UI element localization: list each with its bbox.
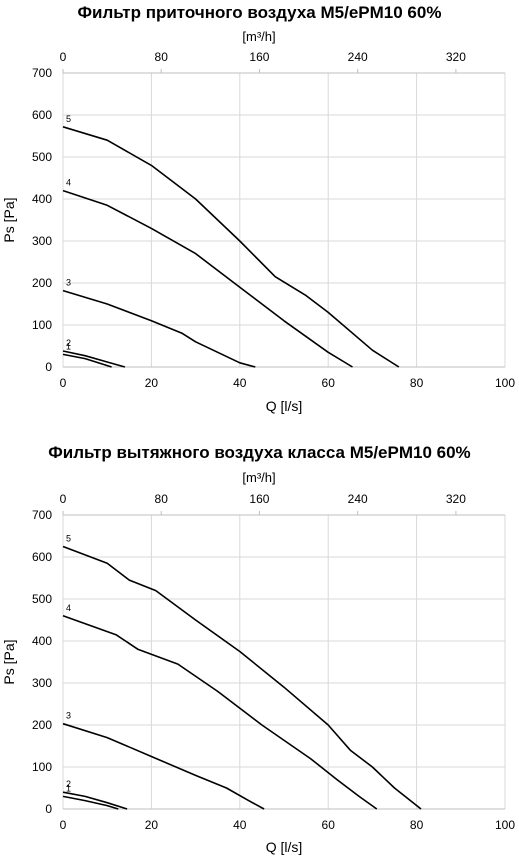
y-tick-label: 600 — [32, 108, 52, 122]
chart-title-supply: Фильтр приточного воздуха M5/ePM10 60% — [77, 3, 442, 22]
x2-tick-label: 320 — [446, 492, 466, 506]
y-tick-label: 0 — [45, 360, 52, 374]
curve-1 — [62, 353, 112, 368]
curve-3 — [62, 722, 265, 810]
y-tick-label: 500 — [32, 150, 52, 164]
curve-label-4: 4 — [66, 178, 71, 188]
x2-tick-label: 0 — [60, 492, 67, 506]
x-tick-label: 0 — [60, 818, 67, 832]
x-tick-label: 40 — [233, 818, 247, 832]
curve-4 — [62, 189, 353, 368]
x-tick-label: 20 — [145, 376, 159, 390]
curve-2 — [62, 350, 126, 368]
y-tick-label: 300 — [32, 676, 52, 690]
x-tick-label: 60 — [322, 818, 336, 832]
curve-label-5: 5 — [66, 114, 71, 124]
curve-1 — [62, 795, 119, 810]
x-tick-label: 60 — [322, 376, 336, 390]
y-tick-label: 200 — [32, 718, 52, 732]
curve-label-5: 5 — [66, 534, 71, 544]
curve-2 — [62, 791, 128, 810]
y-tick-label: 0 — [45, 802, 52, 816]
curve-5 — [62, 545, 422, 810]
y-tick-label: 400 — [32, 192, 52, 206]
y-tick-label: 400 — [32, 634, 52, 648]
curve-5 — [62, 126, 400, 368]
y-tick-label: 300 — [32, 234, 52, 248]
x2-tick-label: 320 — [446, 50, 466, 64]
curve-label-1: 1 — [66, 341, 71, 351]
x2-tick-label: 80 — [155, 492, 169, 506]
y-tick-label: 100 — [32, 760, 52, 774]
x2-tick-label: 240 — [348, 492, 368, 506]
x2-axis-label: [m³/h] — [242, 470, 275, 485]
curve-4 — [62, 615, 378, 810]
y-tick-label: 500 — [32, 592, 52, 606]
y-axis-label: Ps [Pa] — [1, 197, 17, 242]
curve-label-1: 1 — [66, 783, 71, 793]
x2-tick-label: 240 — [348, 50, 368, 64]
chart-title-exhaust: Фильтр вытяжного воздуха класса M5/ePM10… — [48, 443, 471, 462]
curve-label-3: 3 — [66, 278, 71, 288]
x-tick-label: 40 — [233, 376, 247, 390]
y-tick-label: 200 — [32, 276, 52, 290]
x-tick-label: 100 — [495, 376, 515, 390]
y-tick-label: 700 — [32, 508, 52, 522]
x2-tick-label: 160 — [249, 492, 269, 506]
y-tick-label: 600 — [32, 550, 52, 564]
y-axis-label: Ps [Pa] — [1, 639, 17, 684]
curve-label-4: 4 — [66, 603, 71, 613]
x-axis-label: Q [l/s] — [266, 839, 303, 855]
x-tick-label: 100 — [495, 818, 515, 832]
x-tick-label: 20 — [145, 818, 159, 832]
supply-filter-chart: 0 20 40 60 80 100 0 100 200 300 400 500 600 700 0 80 160… — [1, 29, 515, 414]
curve-label-2: 2 — [66, 338, 71, 348]
x2-tick-label: 0 — [60, 50, 67, 64]
x-tick-label: 80 — [410, 818, 424, 832]
x2-tick-label: 160 — [249, 50, 269, 64]
x2-axis-label: [m³/h] — [242, 29, 275, 44]
y-tick-label: 700 — [32, 66, 52, 80]
curve-label-2: 2 — [66, 779, 71, 789]
curve-3 — [62, 289, 256, 368]
x-tick-label: 80 — [410, 376, 424, 390]
x-tick-label: 0 — [60, 376, 67, 390]
y-tick-label: 100 — [32, 318, 52, 332]
curve-label-3: 3 — [66, 711, 71, 721]
x2-tick-label: 80 — [155, 50, 169, 64]
x-axis-label: Q [l/s] — [266, 398, 303, 414]
